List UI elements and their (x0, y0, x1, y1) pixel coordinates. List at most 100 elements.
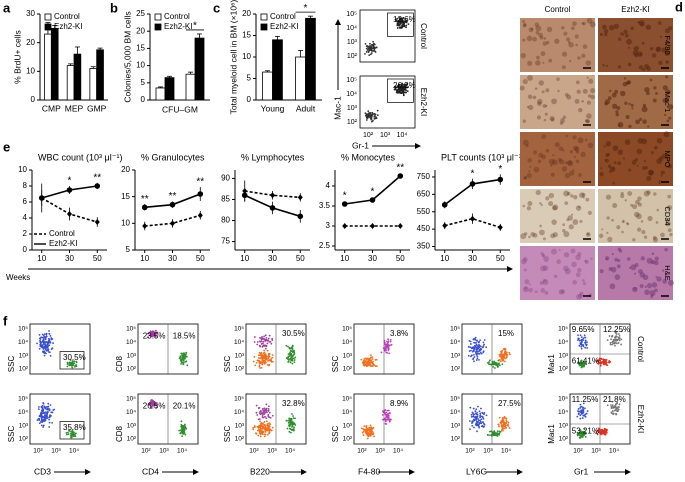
cell (562, 223, 565, 226)
event-dot (504, 423, 506, 425)
cell (609, 170, 612, 173)
x-tick-label: 10 (37, 254, 46, 263)
y-tick-label: 10² (451, 436, 461, 443)
event-dot (179, 433, 181, 435)
cell (664, 248, 668, 252)
cell (634, 272, 636, 274)
event-dot (39, 334, 41, 336)
gate-percent: 11.25% (572, 395, 599, 404)
event-dot (478, 359, 480, 361)
cell (562, 65, 566, 69)
event-dot (612, 404, 614, 406)
cell (653, 237, 658, 242)
cell (545, 113, 548, 116)
event-dot (386, 345, 388, 347)
x-tick-label: 10³ (159, 448, 169, 455)
event-dot (385, 421, 387, 423)
y-tick-label: 85 (221, 195, 230, 204)
cell (590, 257, 592, 259)
event-dot (372, 361, 374, 363)
event-dot (581, 336, 583, 338)
event-dot (488, 361, 490, 363)
cell (668, 117, 671, 120)
cell (578, 108, 582, 112)
event-dot (370, 365, 372, 367)
event-dot (499, 364, 501, 366)
y-tick-label: 10² (235, 436, 245, 443)
event-dot (477, 424, 479, 426)
cell (548, 201, 553, 206)
bar (296, 57, 306, 100)
event-dot (604, 428, 606, 430)
y-tick-label: 5 (126, 245, 131, 254)
gate-percent: 35.8% (63, 423, 86, 432)
event-dot (583, 411, 585, 413)
cell (540, 281, 544, 285)
cell (628, 63, 632, 67)
event-dot (41, 411, 43, 413)
y-axis-label: Mac1 (547, 424, 556, 444)
event-dot (365, 426, 367, 428)
event-dot (504, 354, 506, 356)
event-dot (509, 427, 511, 429)
x-tick-label: Young (261, 103, 285, 113)
cell (623, 82, 628, 87)
x-tick-label: 30 (368, 254, 377, 263)
x-tick-label: 50 (196, 254, 205, 263)
x-tick-label: 10² (465, 448, 475, 455)
marker (297, 214, 303, 220)
event-dot (45, 347, 47, 349)
cell (609, 25, 615, 31)
cell (552, 154, 554, 156)
cell (560, 121, 564, 125)
y-tick-label: 10⁴ (346, 91, 357, 98)
x-tick-label: 30 (65, 254, 74, 263)
event-dot (371, 121, 373, 123)
event-dot (381, 352, 383, 354)
event-dot (72, 435, 74, 437)
cell (621, 33, 624, 36)
dot-cloud (252, 403, 296, 437)
event-dot (501, 363, 503, 365)
event-dot (610, 338, 612, 340)
cell (631, 104, 634, 107)
cell (563, 266, 569, 272)
event-dot (261, 422, 263, 424)
event-dot (259, 421, 261, 423)
y-tick-label: 10 (242, 52, 251, 61)
event-dot (48, 341, 50, 343)
cell (605, 256, 609, 260)
event-dot (41, 424, 43, 426)
event-dot (618, 342, 620, 344)
event-dot (396, 24, 398, 26)
event-dot (42, 426, 44, 428)
cell (588, 79, 593, 84)
event-dot (585, 436, 587, 438)
x-tick-label: 30 (168, 254, 177, 263)
event-dot (613, 339, 615, 341)
event-dot (42, 405, 44, 407)
y-tick-label: 0 (247, 95, 252, 104)
cell (539, 225, 542, 228)
event-dot (366, 434, 368, 436)
event-dot (471, 354, 473, 356)
cell (575, 44, 578, 47)
cell (637, 196, 641, 200)
event-dot (184, 354, 186, 356)
y-tick-label: 30 (26, 9, 35, 18)
cell (641, 256, 645, 260)
cell (578, 294, 582, 298)
marker (142, 223, 147, 229)
cell (626, 222, 629, 225)
event-dot (469, 346, 471, 348)
event-dot (43, 416, 45, 418)
event-dot (500, 351, 502, 353)
cell (653, 99, 657, 103)
event-dot (263, 428, 265, 430)
event-dot (367, 438, 369, 440)
event-dot (270, 361, 272, 363)
x-axis-label: F4-80 (358, 466, 380, 476)
event-dot (582, 417, 584, 419)
legend-label: Ezh2-KI (270, 22, 298, 31)
gate-percent: 26.2% (393, 81, 416, 90)
